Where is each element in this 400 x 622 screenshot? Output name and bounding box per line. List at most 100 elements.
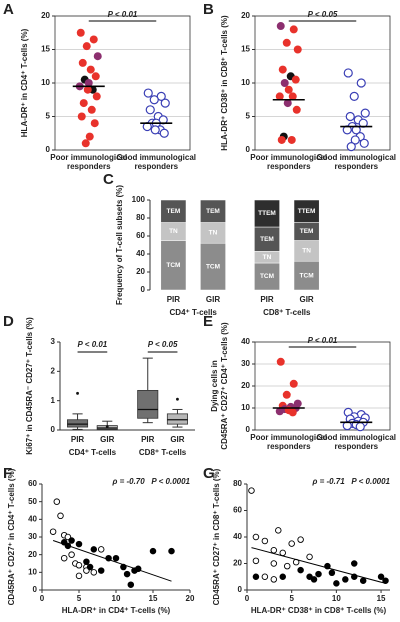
y-tick-label: 40 — [136, 249, 145, 258]
annotation: ρ = -0.70 P < 0.0001 — [112, 477, 191, 486]
x-category-label: GIR — [100, 435, 114, 444]
data-point — [97, 567, 105, 574]
data-point — [75, 540, 83, 548]
data-point — [68, 537, 75, 544]
data-point — [60, 554, 68, 562]
segment-label: TTEM — [298, 208, 316, 215]
y-tick-label: 0 — [141, 285, 146, 294]
data-point — [328, 569, 336, 577]
data-point — [283, 99, 292, 108]
x-category-label-box: Poor immunological responders — [250, 153, 328, 171]
y-tick-label: 0 — [246, 145, 251, 154]
data-point — [81, 139, 90, 148]
data-point — [86, 563, 94, 571]
y-axis-label: HLA-DR⁺ CD38⁺ in CD8⁺ T-cells (%) — [220, 15, 229, 151]
annotation: P < 0.05 — [308, 10, 338, 19]
x-tick-label: 10 — [112, 594, 121, 603]
data-point — [315, 570, 322, 578]
data-point — [91, 72, 100, 81]
x-category-label: GIR — [170, 435, 184, 444]
x-category-label: GIR — [206, 295, 220, 304]
y-tick-label: 80 — [136, 213, 145, 222]
data-point — [83, 558, 90, 565]
data-point — [160, 98, 170, 108]
group-label: CD4⁺ T-cells — [170, 308, 218, 317]
data-point — [248, 487, 255, 494]
outlier — [105, 425, 109, 428]
segment-label: TN — [209, 230, 218, 237]
y-tick-label: 20 — [241, 11, 250, 20]
data-point — [90, 119, 99, 128]
y-tick-label: 100 — [132, 195, 146, 204]
panel-label: G — [203, 465, 215, 482]
data-point — [252, 573, 260, 581]
x-tick-label: 5 — [289, 594, 294, 603]
y-tick-label: 3 — [51, 337, 56, 346]
data-point — [79, 99, 88, 108]
y-axis-label: Ki67⁺ in CD45RA⁻ CD27⁺ T-cells (%) — [25, 317, 34, 455]
data-point — [293, 45, 302, 54]
annotation: P < 0.05 — [148, 340, 178, 349]
x-category-label: PIR — [260, 295, 274, 304]
segment-label: TN — [263, 254, 272, 261]
data-point — [75, 572, 83, 580]
fit-line — [251, 547, 386, 584]
data-point — [75, 562, 83, 569]
data-point — [143, 88, 153, 98]
x-category-label: GIR — [299, 295, 313, 304]
x-axis-label: HLA-DR⁺ CD38⁺ in CD8⁺ T-cells (%) — [251, 606, 387, 615]
y-tick-label: 30 — [28, 532, 37, 541]
x-category-label-box: Good immunological responders — [316, 433, 397, 451]
y-tick-label: 80 — [233, 479, 242, 488]
y-tick-label: 1 — [51, 396, 56, 405]
data-point — [275, 92, 284, 101]
bar-segment — [254, 199, 280, 228]
data-point — [261, 537, 269, 545]
data-point — [288, 408, 297, 417]
data-point — [276, 357, 285, 366]
x-category-label: PIR — [71, 435, 85, 444]
data-point — [93, 52, 102, 61]
y-tick-label: 40 — [241, 337, 250, 346]
data-point — [261, 573, 269, 581]
data-point — [278, 65, 287, 74]
data-point — [49, 528, 57, 535]
y-tick-label: 20 — [136, 267, 145, 276]
data-point — [291, 75, 300, 84]
panel-label: B — [203, 1, 214, 18]
x-category-label-box: Poor immunological responders — [50, 153, 127, 171]
y-tick-label: 10 — [41, 78, 50, 87]
segment-label: TCM — [260, 273, 274, 280]
data-point — [270, 547, 278, 554]
group-label: CD8⁺ T-cells — [263, 308, 311, 317]
panel-label: C — [103, 171, 114, 188]
data-point — [77, 112, 86, 121]
segment-label: TEM — [260, 236, 274, 243]
x-category-label: Poor immunological responders — [250, 433, 328, 451]
data-point — [351, 560, 358, 567]
y-tick-label: 15 — [41, 45, 50, 54]
fit-line — [52, 540, 172, 582]
y-axis-label: CD45RA⁺ CD27⁺ CD4⁺ T-cells (%) — [220, 322, 229, 450]
y-tick-label: 20 — [28, 550, 37, 559]
x-tick-label: 0 — [245, 594, 250, 603]
data-point — [287, 135, 296, 144]
panel-label: D — [3, 313, 14, 330]
x-category-label: Good immunological responders — [316, 433, 397, 451]
data-point — [310, 576, 318, 583]
y-tick-label: 10 — [241, 78, 250, 87]
panel-label: E — [203, 313, 213, 330]
data-point — [149, 95, 159, 105]
y-tick-label: 0 — [51, 425, 56, 434]
box — [137, 389, 159, 419]
data-point — [288, 92, 297, 101]
data-point — [277, 135, 286, 144]
data-point — [53, 498, 61, 505]
x-category-label: Poor immunological responders — [250, 153, 328, 171]
data-point — [112, 554, 120, 562]
annotation: P < 0.01 — [78, 340, 108, 349]
data-point — [282, 390, 291, 399]
data-point — [149, 547, 157, 555]
